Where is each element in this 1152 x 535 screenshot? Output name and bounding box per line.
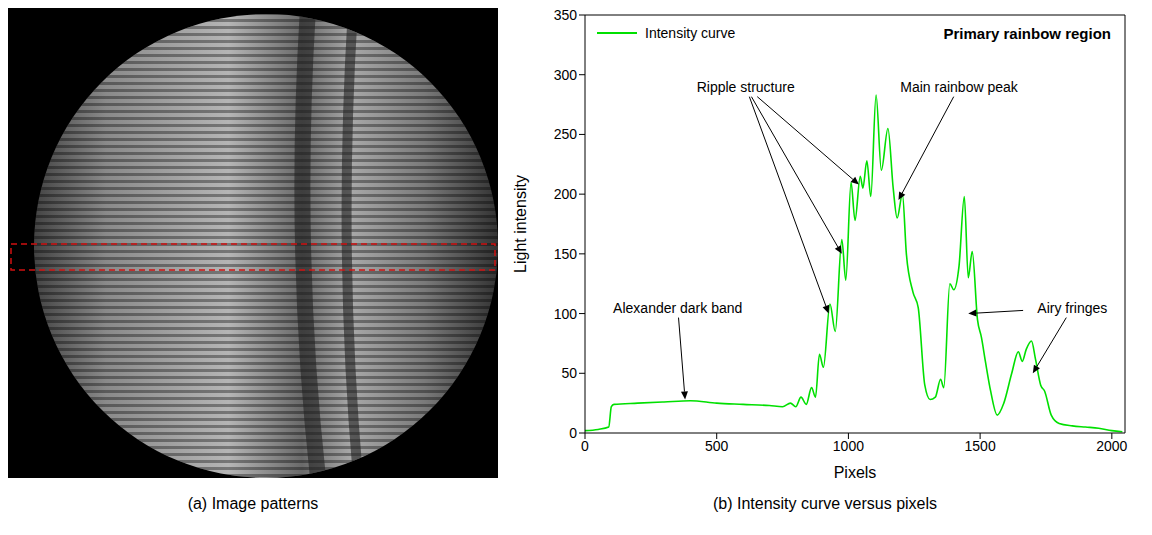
- svg-text:0: 0: [569, 425, 577, 441]
- svg-text:150: 150: [554, 246, 578, 262]
- svg-text:50: 50: [561, 365, 577, 381]
- html-text:Intensity curve: Intensity curve: [645, 25, 736, 41]
- svg-text:Pixels: Pixels: [834, 464, 877, 481]
- svg-text:Airy fringes: Airy fringes: [1037, 300, 1107, 316]
- svg-text:Ripple structure: Ripple structure: [697, 79, 795, 95]
- svg-text:200: 200: [554, 186, 578, 202]
- svg-text:350: 350: [554, 7, 578, 23]
- html-text:(b) Intensity curve versus pix: (b) Intensity curve versus pixels: [713, 495, 937, 512]
- svg-text:2000: 2000: [1096, 438, 1127, 454]
- svg-text:1000: 1000: [833, 438, 864, 454]
- svg-text:Light intensity: Light intensity: [512, 175, 529, 273]
- svg-text:1500: 1500: [965, 438, 996, 454]
- svg-text:Alexander dark band: Alexander dark band: [613, 300, 742, 316]
- svg-text:100: 100: [554, 306, 578, 322]
- html-text:Primary rainbow region: Primary rainbow region: [943, 25, 1111, 42]
- svg-text:250: 250: [554, 126, 578, 142]
- svg-text:300: 300: [554, 67, 578, 83]
- svg-text:500: 500: [705, 438, 729, 454]
- html-text:(a) Image patterns: (a) Image patterns: [187, 495, 319, 512]
- svg-text:0: 0: [581, 438, 589, 454]
- svg-text:Main rainbow peak: Main rainbow peak: [900, 79, 1019, 95]
